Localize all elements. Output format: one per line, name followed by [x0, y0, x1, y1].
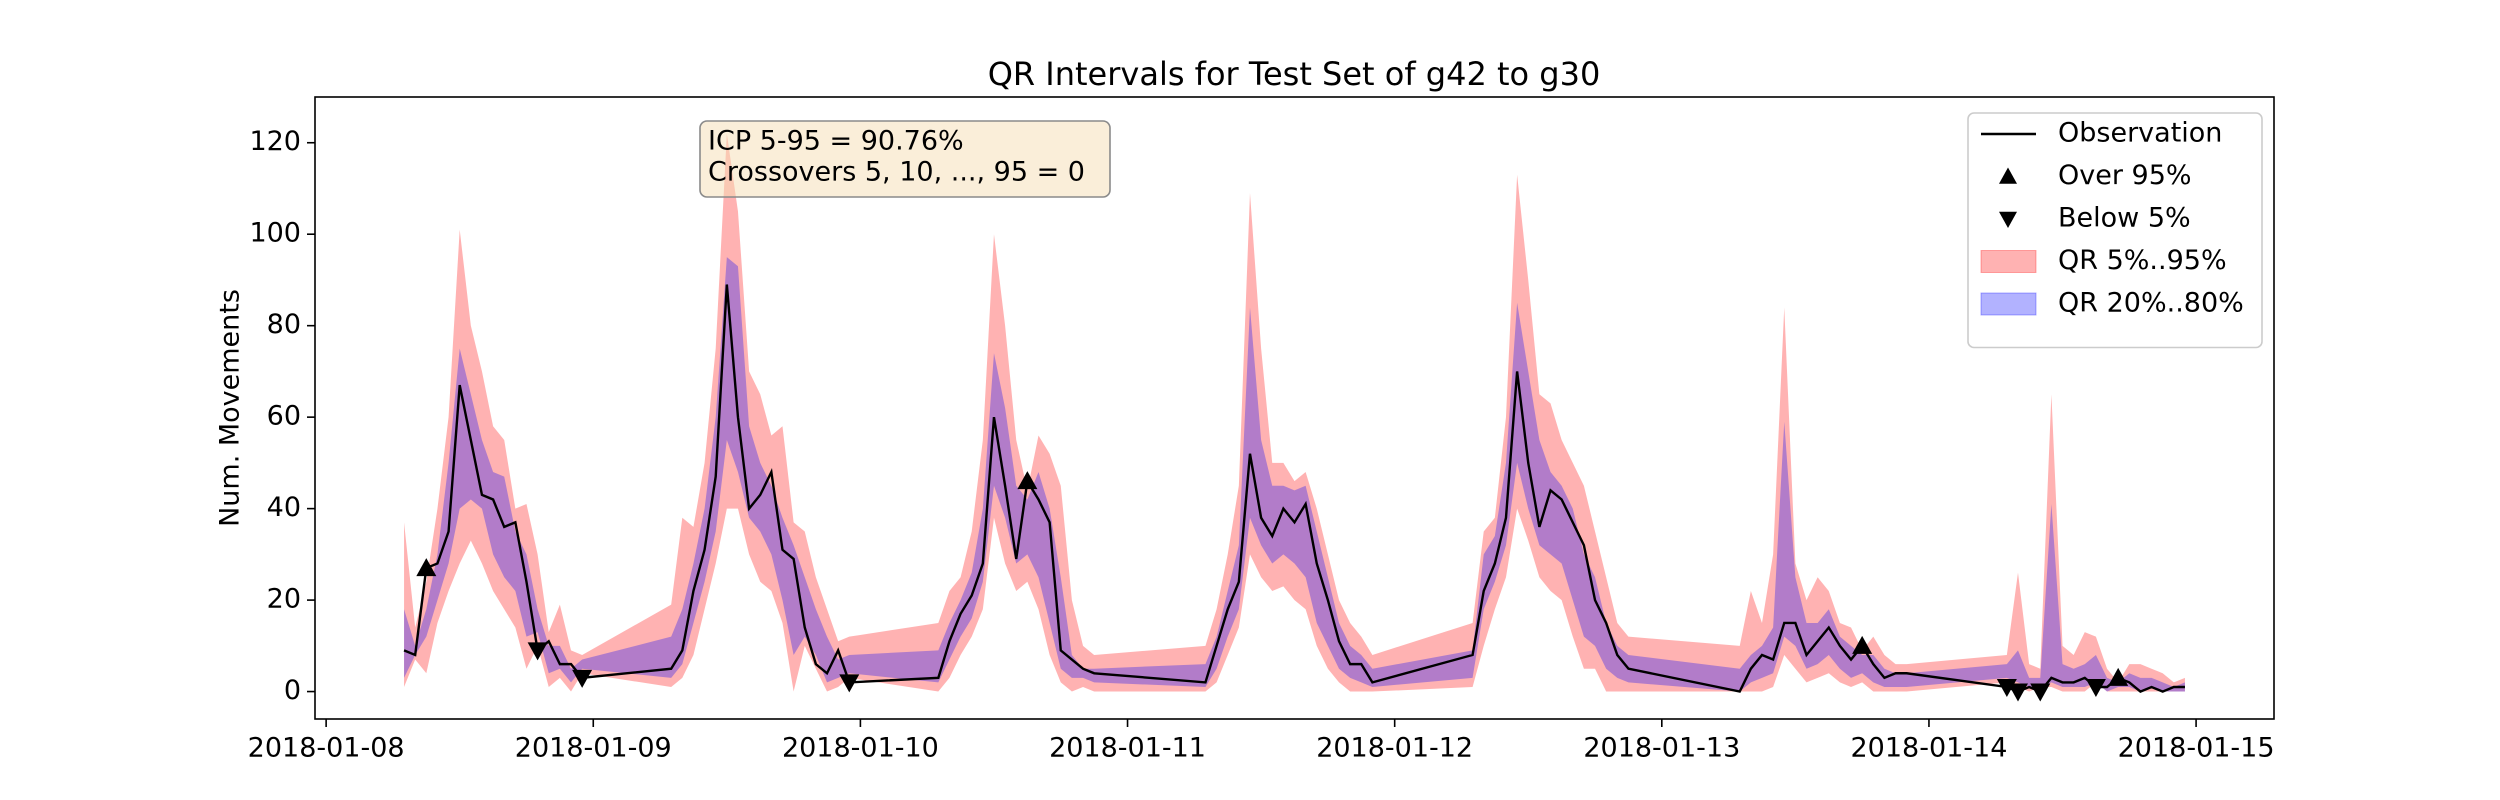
x-tick-label: 2018-01-14: [1850, 733, 2007, 764]
x-tick-label: 2018-01-10: [782, 733, 939, 764]
marker: [1996, 678, 2017, 697]
legend-marker: [1999, 211, 2017, 228]
legend-label: QR 20%..80%: [2058, 288, 2244, 319]
x-tick-label: 2018-01-11: [1049, 733, 1206, 764]
y-tick-label: 60: [267, 401, 301, 432]
legend-label: Over 95%: [2058, 160, 2192, 191]
marker: [527, 642, 548, 661]
chart-title: QR Intervals for Test Set of g42 to g30: [988, 55, 1601, 93]
quantile-band: [404, 133, 2185, 692]
marker: [1017, 471, 1038, 490]
x-tick-label: 2018-01-12: [1316, 733, 1473, 764]
plot-area: [403, 133, 2185, 702]
quantile-band: [404, 257, 2185, 692]
marker: [416, 558, 437, 577]
legend-patch: [1980, 250, 2037, 273]
y-tick-label: 120: [249, 126, 301, 157]
legend-label: Observation: [2058, 118, 2222, 149]
x-tick-label: 2018-01-15: [2118, 733, 2275, 764]
x-tick-label: 2018-01-09: [515, 733, 672, 764]
x-tick-label: 2018-01-13: [1583, 733, 1740, 764]
y-tick-label: 100: [249, 218, 301, 249]
y-tick-label: 80: [267, 309, 301, 340]
marker: [839, 674, 860, 693]
legend-label: QR 5%..95%: [2058, 245, 2227, 276]
axes-frame: [314, 96, 2275, 720]
legend-box: [1967, 112, 2263, 349]
marker: [572, 669, 593, 688]
annotation-text: ICP 5-95 = 90.76%: [708, 126, 964, 157]
marker: [2030, 683, 2051, 702]
marker: [2085, 678, 2106, 697]
marker: [2108, 667, 2129, 686]
annotation-box: [699, 120, 1111, 198]
y-tick-label: 0: [284, 675, 301, 706]
legend-label: Below 5%: [2058, 203, 2191, 234]
marker: [1852, 635, 1873, 654]
x-tick-label: 2018-01-08: [248, 733, 405, 764]
annotation-text: Crossovers 5, 10, ..., 95 = 0: [708, 157, 1085, 188]
y-axis-label: Num. Movements: [215, 289, 246, 527]
observation-line: [403, 284, 2185, 694]
y-tick-label: 40: [267, 492, 301, 523]
y-tick-label: 20: [267, 584, 301, 615]
marker: [2007, 683, 2028, 702]
legend-patch: [1980, 292, 2037, 316]
legend-marker: [1999, 167, 2017, 184]
